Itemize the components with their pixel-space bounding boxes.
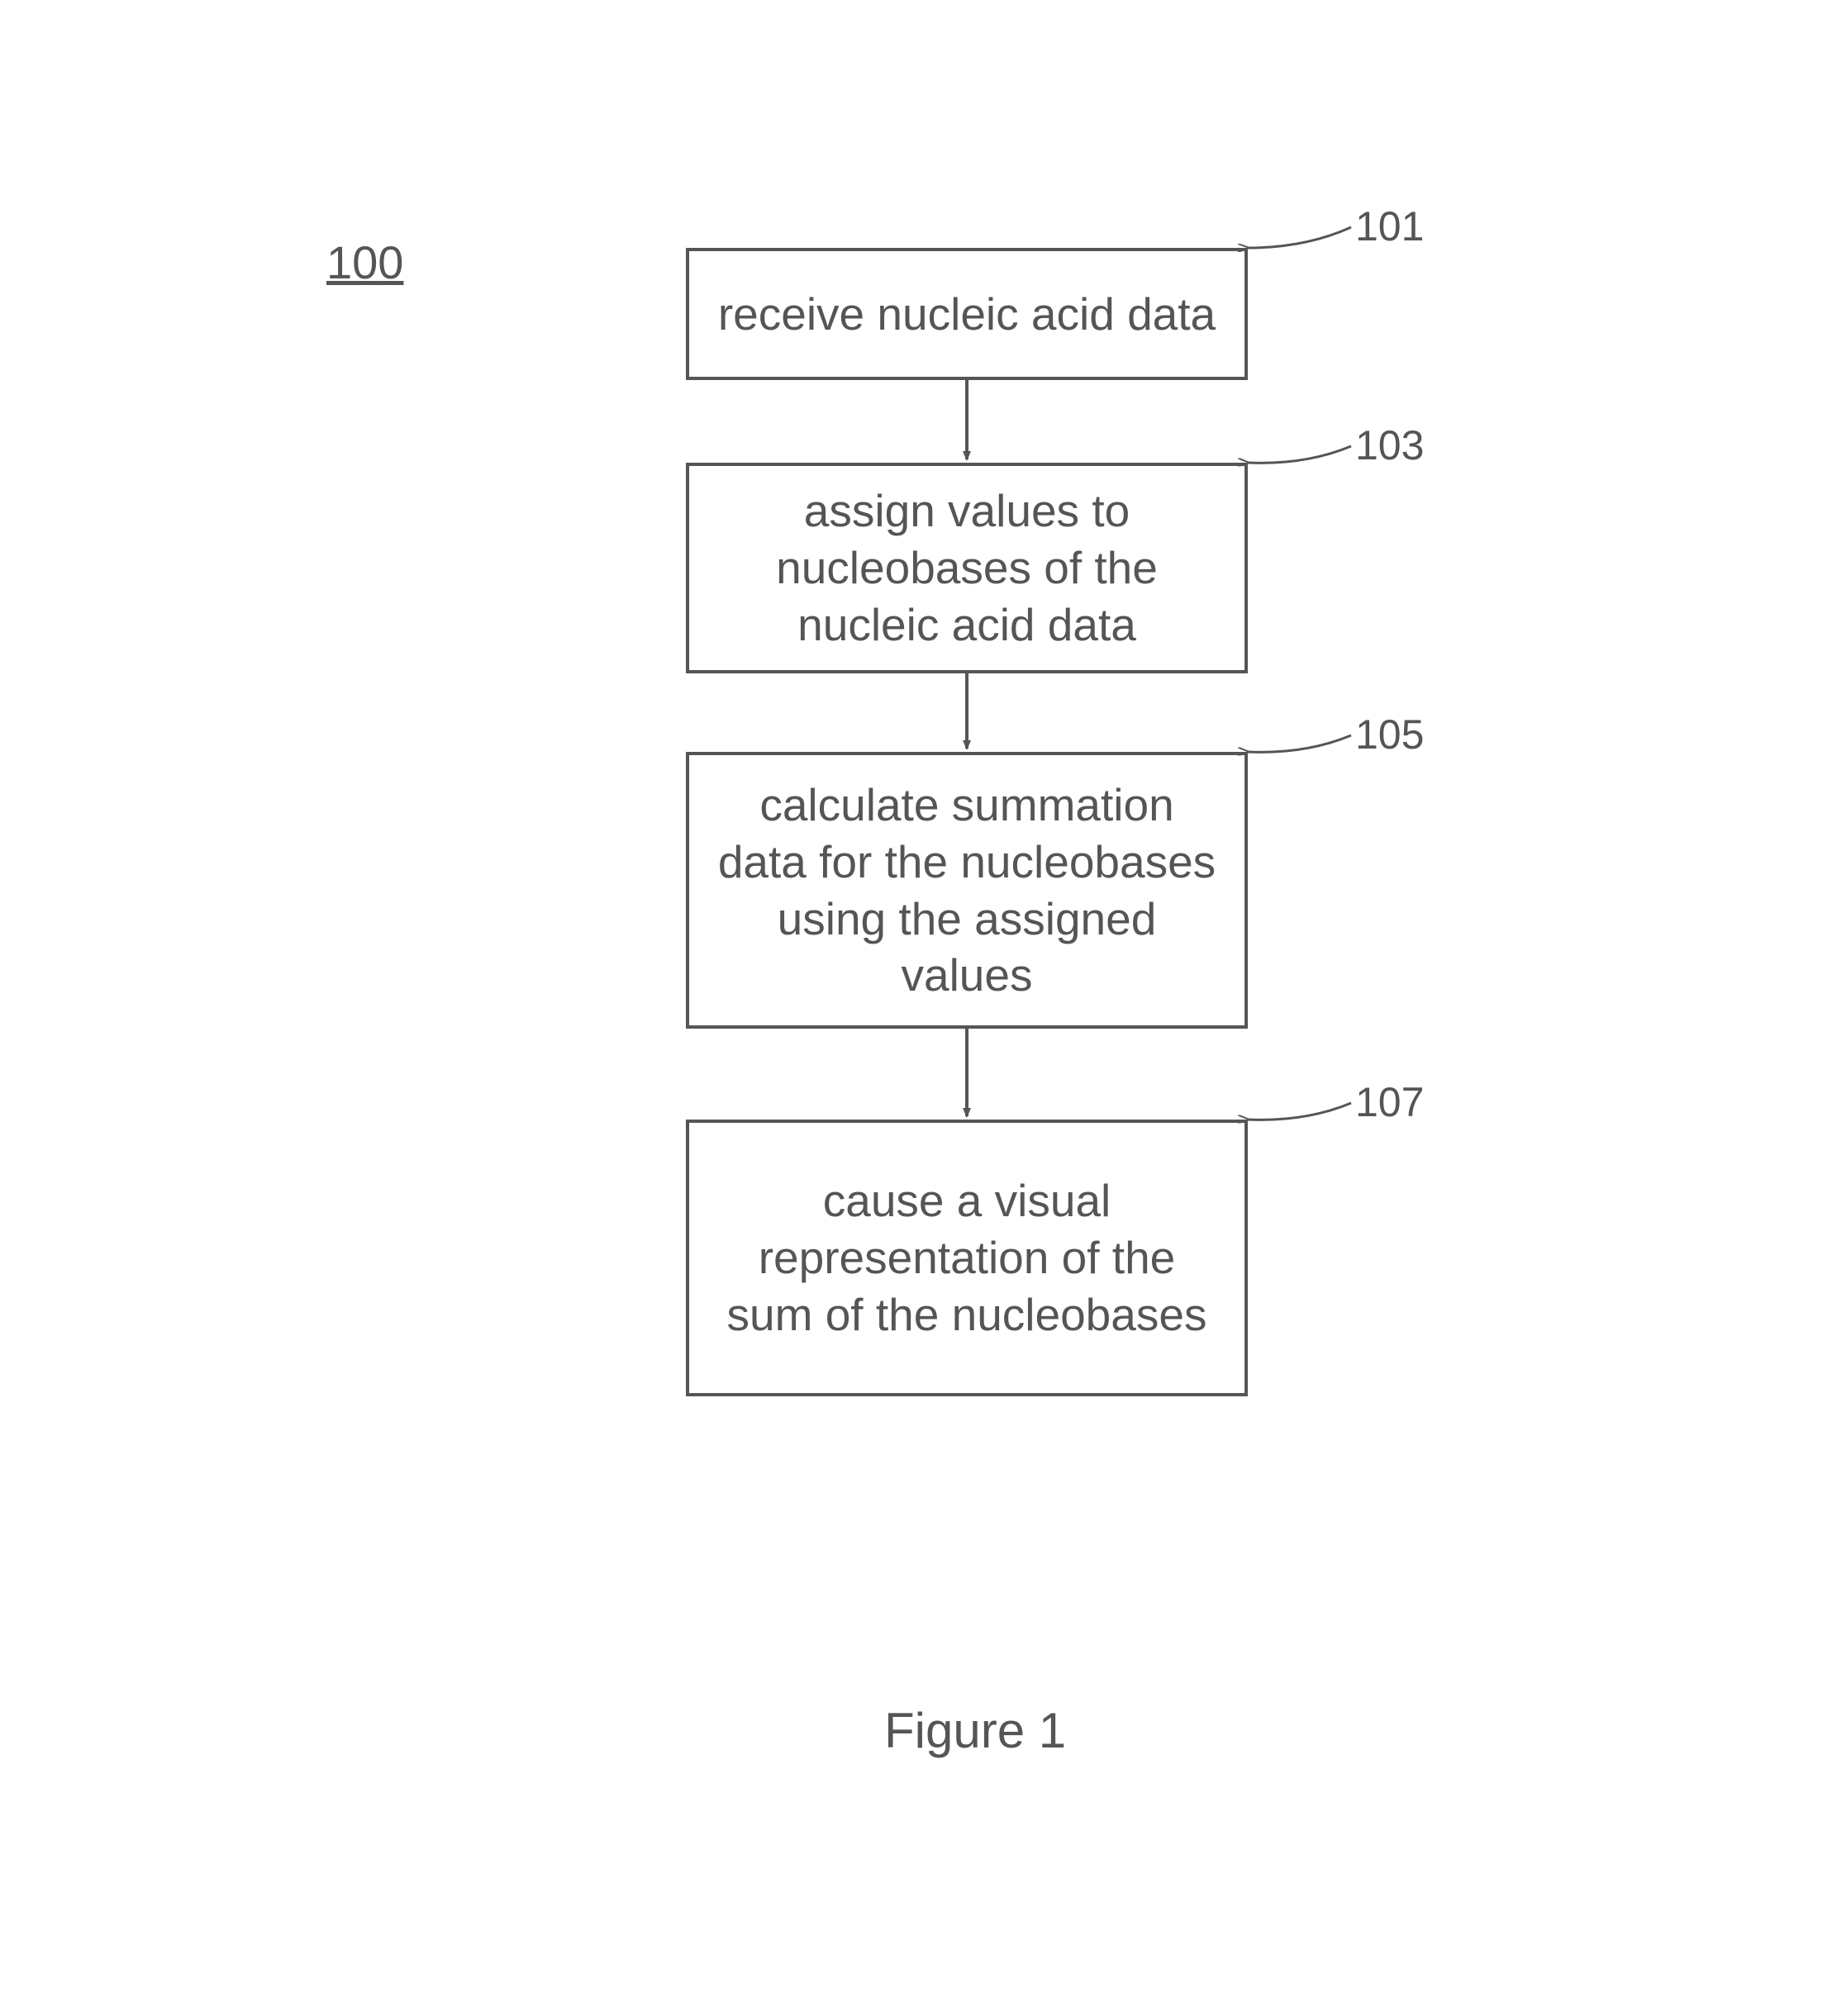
flow-box-text: assign values to nucleobases of the nucl…: [714, 483, 1220, 653]
ref-label-105: 105: [1355, 711, 1424, 758]
leader-line: [1248, 735, 1351, 752]
flow-box-text: calculate summation data for the nucleob…: [714, 777, 1220, 1004]
ref-label-101: 101: [1355, 202, 1424, 250]
leader-line: [1248, 227, 1351, 248]
flow-box-text: cause a visual representation of the sum…: [714, 1172, 1220, 1343]
figure-number: 100: [326, 235, 403, 289]
ref-label-103: 103: [1355, 421, 1424, 469]
figure-canvas: 100 receive nucleic acid data 101 assign…: [0, 0, 1837, 2016]
figure-caption: Figure 1: [884, 1702, 1066, 1759]
leader-line: [1248, 446, 1351, 463]
flow-box-105: calculate summation data for the nucleob…: [686, 752, 1248, 1029]
ref-label-107: 107: [1355, 1078, 1424, 1126]
flow-box-107: cause a visual representation of the sum…: [686, 1120, 1248, 1396]
leader-line: [1248, 1103, 1351, 1120]
flow-box-text: receive nucleic acid data: [718, 286, 1216, 343]
flow-box-103: assign values to nucleobases of the nucl…: [686, 463, 1248, 673]
flow-box-101: receive nucleic acid data: [686, 248, 1248, 380]
